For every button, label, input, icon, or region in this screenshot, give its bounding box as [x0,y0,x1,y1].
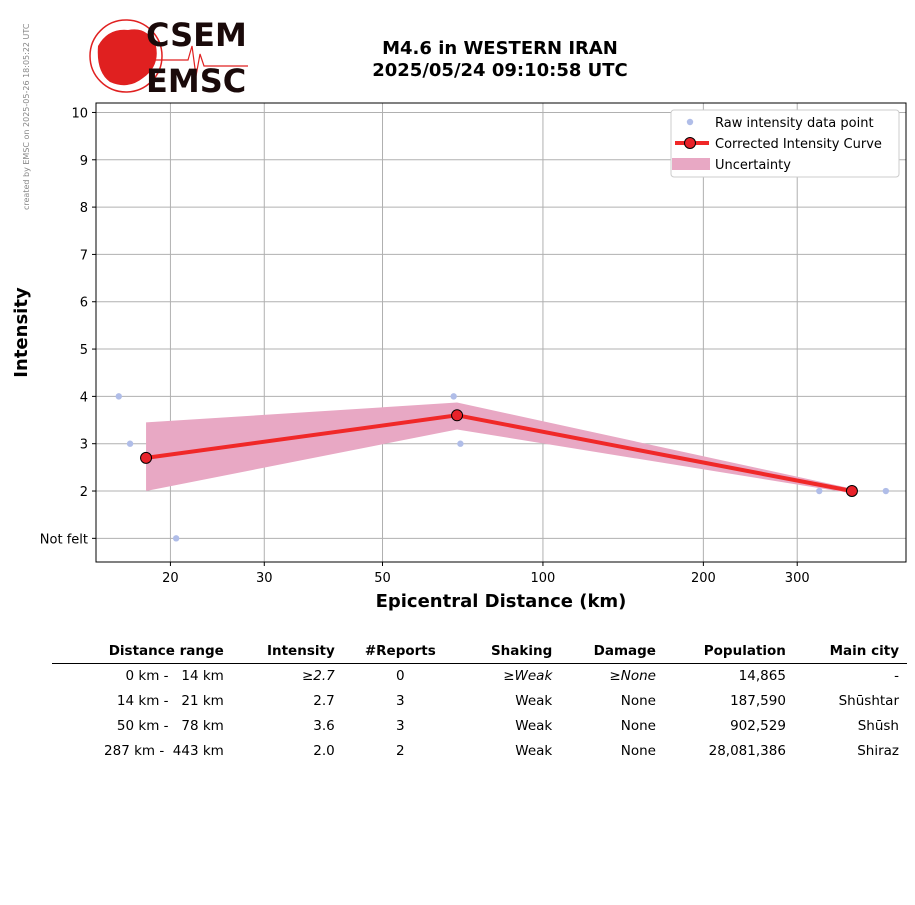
table-cell-population: 902,529 [730,718,786,734]
legend-label-curve: Corrected Intensity Curve [715,137,882,152]
uncertainty-band [146,402,852,494]
table-header-cell: #Reports [342,640,458,664]
table-header-cell: Intensity [231,640,343,664]
chart-title: M4.6 in WESTERN IRAN 2025/05/24 09:10:58… [300,38,700,82]
table-cell-damage: None [620,718,656,734]
x-tick-label: 200 [691,571,716,586]
table-header-cell: Main city [793,640,907,664]
table-header-cell: Shaking [457,640,561,664]
table-cell-population: 28,081,386 [708,743,786,759]
y-tick-label: 8 [80,201,88,216]
table-cell-range: 0 km - 14 km [125,668,224,684]
raw-data-point [115,393,122,400]
table-header-cell: Damage [560,640,664,664]
table-row: 287 km - 443 km 2.0 2 Weak None 28,081,386 Shi… [52,739,907,764]
raw-data-point [450,393,457,400]
table-cell-intensity: ≥2.7 [301,668,335,684]
raw-data-point [882,487,890,495]
table-cell-population: 187,590 [730,693,786,709]
table-cell-reports: 0 [396,668,405,684]
raw-data-point [816,487,823,495]
y-tick-label: 9 [80,154,88,169]
y-tick-label: Not felt [40,532,88,547]
curve-marker [845,485,858,498]
legend-box [670,109,900,178]
table-cell-damage: None [620,693,656,709]
table-cell-damage: None [620,743,656,759]
plot-frame [95,102,907,563]
table-cell-reports: 3 [396,718,405,734]
legend-label-uncertainty: Uncertainty [715,158,791,173]
raw-data-point [126,440,134,447]
raw-data-point [172,535,180,542]
y-tick-label: 2 [80,485,88,500]
raw-data-point [457,440,464,447]
table-header-cell: Distance range [52,640,232,664]
table-cell-shaking: Weak [515,718,553,734]
table-header-row: Distance range Intensity #Reports Shaking Da… [52,640,907,664]
table-row: 50 km - 78 km 3.6 3 Weak None 902,529 Shūsh [52,714,907,739]
table-cell-population: 14,865 [738,668,786,684]
table-cell-damage: ≥None [609,668,656,684]
legend-curve-marker [684,137,696,149]
chart-title-line2: 2025/05/24 09:10:58 UTC [372,60,628,81]
y-tick-label: 6 [80,296,88,311]
table-body: 0 km - 14 km ≥2.7 0 ≥Weak ≥None 14,865 - 14 km … [52,664,907,765]
y-axis-label: Intensity [11,287,32,378]
table-cell-city: Shiraz [857,743,899,759]
x-tick-label: 100 [531,571,556,586]
table-cell-city: Shūsh [857,718,899,734]
legend-raw-swatch [686,118,694,126]
table-cell-shaking: Weak [515,693,553,709]
x-tick-label: 30 [256,571,273,586]
logo-text-bottom: EMSC [146,62,246,98]
table-cell-intensity: 3.6 [313,718,335,734]
table-header-cell: Population [663,640,794,664]
table-row: 14 km - 21 km 2.7 3 Weak None 187,590 Shūshtar [52,689,907,714]
x-tick-label: 20 [162,571,179,586]
y-tick-label: 3 [80,438,88,453]
table-cell-range: 287 km - 443 km [104,743,224,759]
intensity-summary-table: Distance range Intensity #Reports Shaking Da… [52,640,907,764]
legend-band-swatch [672,158,710,170]
x-tick-label: 300 [785,571,810,586]
table-cell-intensity: 2.7 [313,693,335,709]
y-tick-label: 10 [71,106,88,121]
y-tick-label: 4 [80,390,88,405]
table-cell-reports: 3 [396,693,405,709]
logo-text-top: CSEM [146,16,247,54]
table-cell-shaking: ≥Weak [503,668,553,684]
table-cell-reports: 2 [396,743,405,759]
csem-emsc-logo: CSEM EMSC [89,16,248,98]
x-axis-label: Epicentral Distance (km) [376,591,627,612]
chart-title-line1: M4.6 in WESTERN IRAN [382,38,618,59]
table-row: 0 km - 14 km ≥2.7 0 ≥Weak ≥None 14,865 - [52,664,907,690]
curve-marker [451,409,464,422]
curve-marker [140,451,153,464]
table-cell-intensity: 2.0 [313,743,335,759]
table-cell-city: - [894,668,899,684]
table-cell-range: 50 km - 78 km [116,718,224,734]
legend-label-raw: Raw intensity data point [715,116,874,131]
table-cell-shaking: Weak [515,743,553,759]
y-tick-label: 5 [80,343,88,358]
x-tick-label: 50 [374,571,391,586]
table-cell-city: Shūshtar [838,693,899,709]
intensity-chart: 20 30 50 100 200 300 Not felt 2 3 4 5 6 7 8 9 10 Epicent… [11,102,907,612]
table-cell-range: 14 km - 21 km [116,693,224,709]
y-tick-label: 7 [80,248,88,263]
